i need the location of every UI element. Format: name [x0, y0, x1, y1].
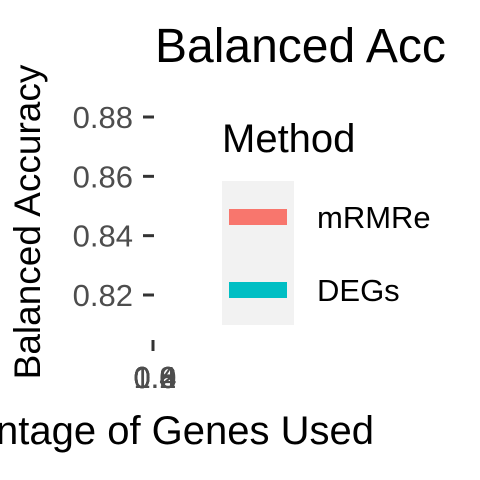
legend-label-degs: DEGs [317, 273, 400, 308]
legend-swatch-degs [229, 282, 287, 298]
x-tick-label: 0.2 [133, 360, 176, 395]
y-tick-label: 0.84 [73, 219, 133, 254]
legend-key-background [222, 181, 294, 325]
y-axis-label: Balanced Accuracy [7, 64, 48, 379]
x-tick-label: 0.8 [133, 360, 176, 395]
chart-title: Balanced Acc [155, 20, 446, 73]
legend-swatch-mrmre [229, 209, 287, 225]
y-tick-label: 0.82 [73, 278, 133, 313]
legend-title: Method [222, 117, 355, 161]
y-tick-label: 0.86 [73, 159, 133, 194]
legend: Method mRMRe DEGs [222, 117, 431, 325]
x-tick-label: 0.4 [133, 360, 176, 395]
x-axis-label: ntage of Genes Used [0, 409, 374, 453]
x-ticks: 1.00.80.60.40.2 [133, 340, 177, 395]
y-ticks: 0.88 0.86 0.84 0.82 [73, 100, 154, 313]
x-tick-label: 0.6 [133, 360, 176, 395]
y-tick-label: 0.88 [73, 100, 133, 135]
x-tick-label: 1.0 [133, 360, 176, 395]
legend-entries: mRMRe DEGs [229, 200, 431, 308]
legend-label-mrmre: mRMRe [317, 200, 431, 235]
